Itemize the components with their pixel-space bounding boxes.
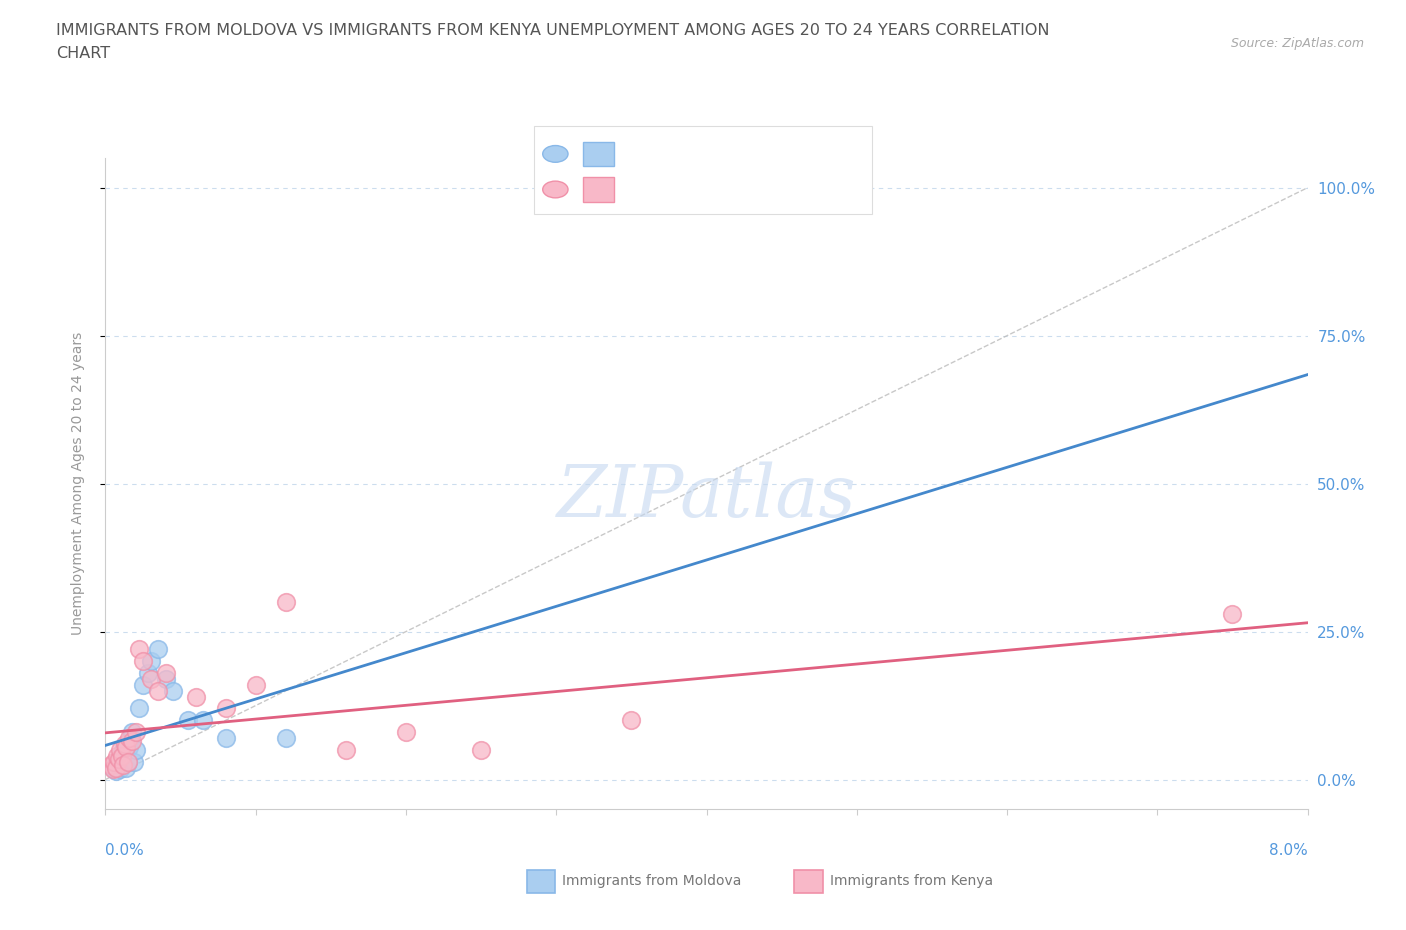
Point	[184, 689, 207, 704]
Point	[118, 731, 141, 746]
Point	[103, 754, 125, 769]
Point	[101, 762, 124, 777]
Point	[117, 754, 139, 769]
Point	[117, 737, 139, 751]
Point	[128, 701, 150, 716]
Text: R = 0.319: R = 0.319	[626, 180, 709, 198]
Point	[112, 742, 135, 757]
Point	[124, 742, 146, 757]
Text: Source: ZipAtlas.com: Source: ZipAtlas.com	[1230, 37, 1364, 50]
Point	[100, 757, 122, 772]
Point	[177, 713, 200, 728]
Point	[107, 754, 129, 769]
Point	[111, 749, 134, 764]
Point	[122, 754, 145, 769]
Point	[155, 671, 177, 686]
Point	[120, 731, 142, 746]
Text: R = 0.685: R = 0.685	[626, 145, 709, 163]
Point	[115, 760, 138, 775]
Point	[128, 642, 150, 657]
Point	[110, 762, 132, 777]
Point	[112, 757, 135, 772]
Point	[139, 654, 162, 669]
Point	[117, 754, 139, 769]
Point	[124, 724, 146, 739]
Point	[274, 731, 297, 746]
Point	[118, 739, 141, 754]
Text: N = 28: N = 28	[759, 145, 817, 163]
Point	[104, 760, 127, 775]
Text: CHART: CHART	[56, 46, 110, 61]
Text: N = 29: N = 29	[759, 180, 817, 198]
Text: Immigrants from Moldova: Immigrants from Moldova	[562, 873, 742, 888]
Point	[1222, 606, 1244, 621]
Point	[214, 701, 236, 716]
Point	[191, 713, 214, 728]
Point	[104, 764, 127, 778]
Point	[139, 671, 162, 686]
Point	[121, 734, 143, 749]
Point	[470, 742, 492, 757]
Text: 8.0%: 8.0%	[1268, 844, 1308, 858]
Point	[115, 739, 138, 754]
Point	[146, 642, 169, 657]
Point	[114, 746, 136, 761]
Point	[245, 677, 267, 692]
Point	[132, 677, 155, 692]
Point	[155, 666, 177, 681]
Point	[214, 731, 236, 746]
Point	[114, 737, 136, 751]
Y-axis label: Unemployment Among Ages 20 to 24 years: Unemployment Among Ages 20 to 24 years	[70, 332, 84, 635]
Point	[146, 684, 169, 698]
Text: IMMIGRANTS FROM MOLDOVA VS IMMIGRANTS FROM KENYA UNEMPLOYMENT AMONG AGES 20 TO 2: IMMIGRANTS FROM MOLDOVA VS IMMIGRANTS FR…	[56, 23, 1050, 38]
Point	[121, 724, 143, 739]
Point	[110, 749, 132, 764]
Point	[132, 654, 155, 669]
Point	[110, 742, 132, 757]
Point	[107, 749, 129, 764]
Point	[101, 760, 124, 775]
Point	[620, 713, 643, 728]
Point	[111, 751, 134, 766]
Point	[274, 594, 297, 609]
Text: 0.0%: 0.0%	[105, 844, 145, 858]
Point	[162, 684, 184, 698]
Point	[395, 724, 418, 739]
Text: ZIPatlas: ZIPatlas	[557, 461, 856, 532]
Point	[108, 757, 131, 772]
Point	[136, 666, 159, 681]
Point	[335, 742, 357, 757]
Point	[108, 751, 131, 766]
Text: Immigrants from Kenya: Immigrants from Kenya	[830, 873, 993, 888]
